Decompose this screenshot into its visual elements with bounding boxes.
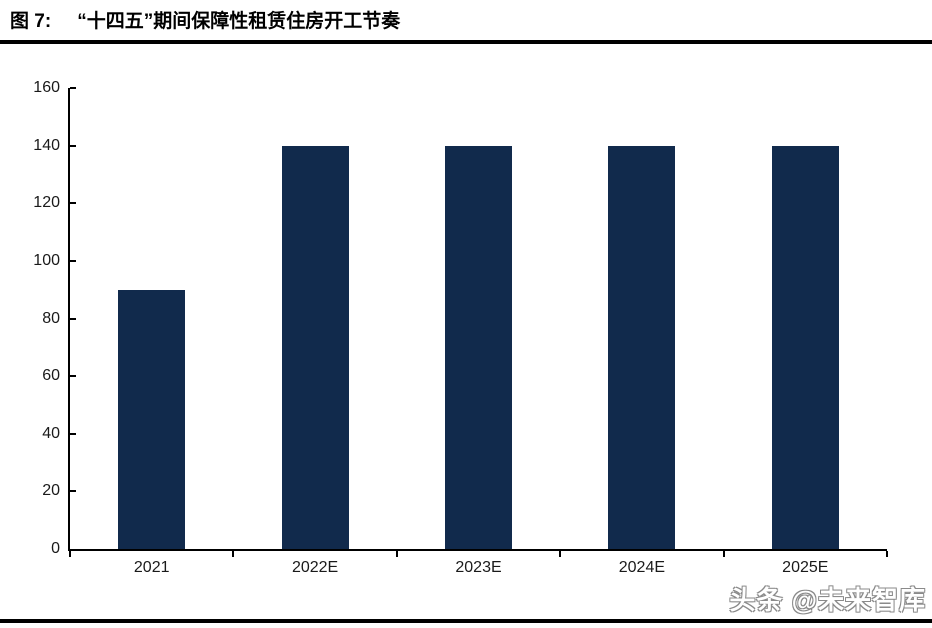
x-axis-tick (396, 551, 398, 557)
y-tick-label: 60 (42, 367, 60, 385)
bar (608, 146, 675, 549)
y-axis-tick (70, 259, 76, 262)
y-axis-tick (70, 144, 76, 147)
y-tick-label: 80 (42, 309, 60, 327)
x-axis-tick (886, 551, 888, 557)
x-axis-tick (69, 551, 71, 557)
y-axis-tick (70, 202, 76, 205)
watermark-text: 头条 @未来智库 (729, 585, 926, 615)
y-axis-tick (70, 490, 76, 493)
bar (282, 146, 349, 549)
x-axis-tick (232, 551, 234, 557)
title-divider (0, 40, 932, 44)
y-axis-tick (70, 317, 76, 320)
y-tick-label: 40 (42, 424, 60, 442)
y-axis-tick (70, 87, 76, 89)
y-tick-label: 120 (33, 194, 60, 212)
x-axis-tick (723, 551, 725, 557)
x-tick-label: 2024E (618, 559, 666, 576)
x-tick-label: 2021 (133, 559, 170, 576)
y-axis-tick (70, 375, 76, 378)
y-tick-label: 0 (51, 540, 60, 557)
figure-title-text: “十四五”期间保障性租赁住房开工节奏 (77, 11, 401, 32)
bottom-divider (0, 619, 932, 623)
x-tick-label: 2023E (455, 559, 502, 576)
y-tick-label: 100 (33, 251, 60, 269)
x-tick-label: 2022E (291, 559, 339, 576)
bar (118, 290, 185, 549)
x-axis-tick (559, 551, 561, 557)
y-tick-label: 20 (42, 482, 60, 500)
y-axis-tick (70, 432, 76, 435)
plot-area: 0 20 40 60 80 100 120 140 160 2021 2022E 2023E 2024E… (33, 79, 888, 576)
x-tick-label: 2025E (782, 559, 829, 576)
y-tick-label: 140 (33, 136, 60, 154)
figure-label: 图 7: (10, 11, 52, 32)
bar (445, 146, 512, 549)
chart-title: 图 7: “十四五”期间保障性租赁住房开工节奏 (10, 6, 922, 33)
y-tick-label: 160 (33, 79, 60, 96)
bar (772, 146, 839, 549)
